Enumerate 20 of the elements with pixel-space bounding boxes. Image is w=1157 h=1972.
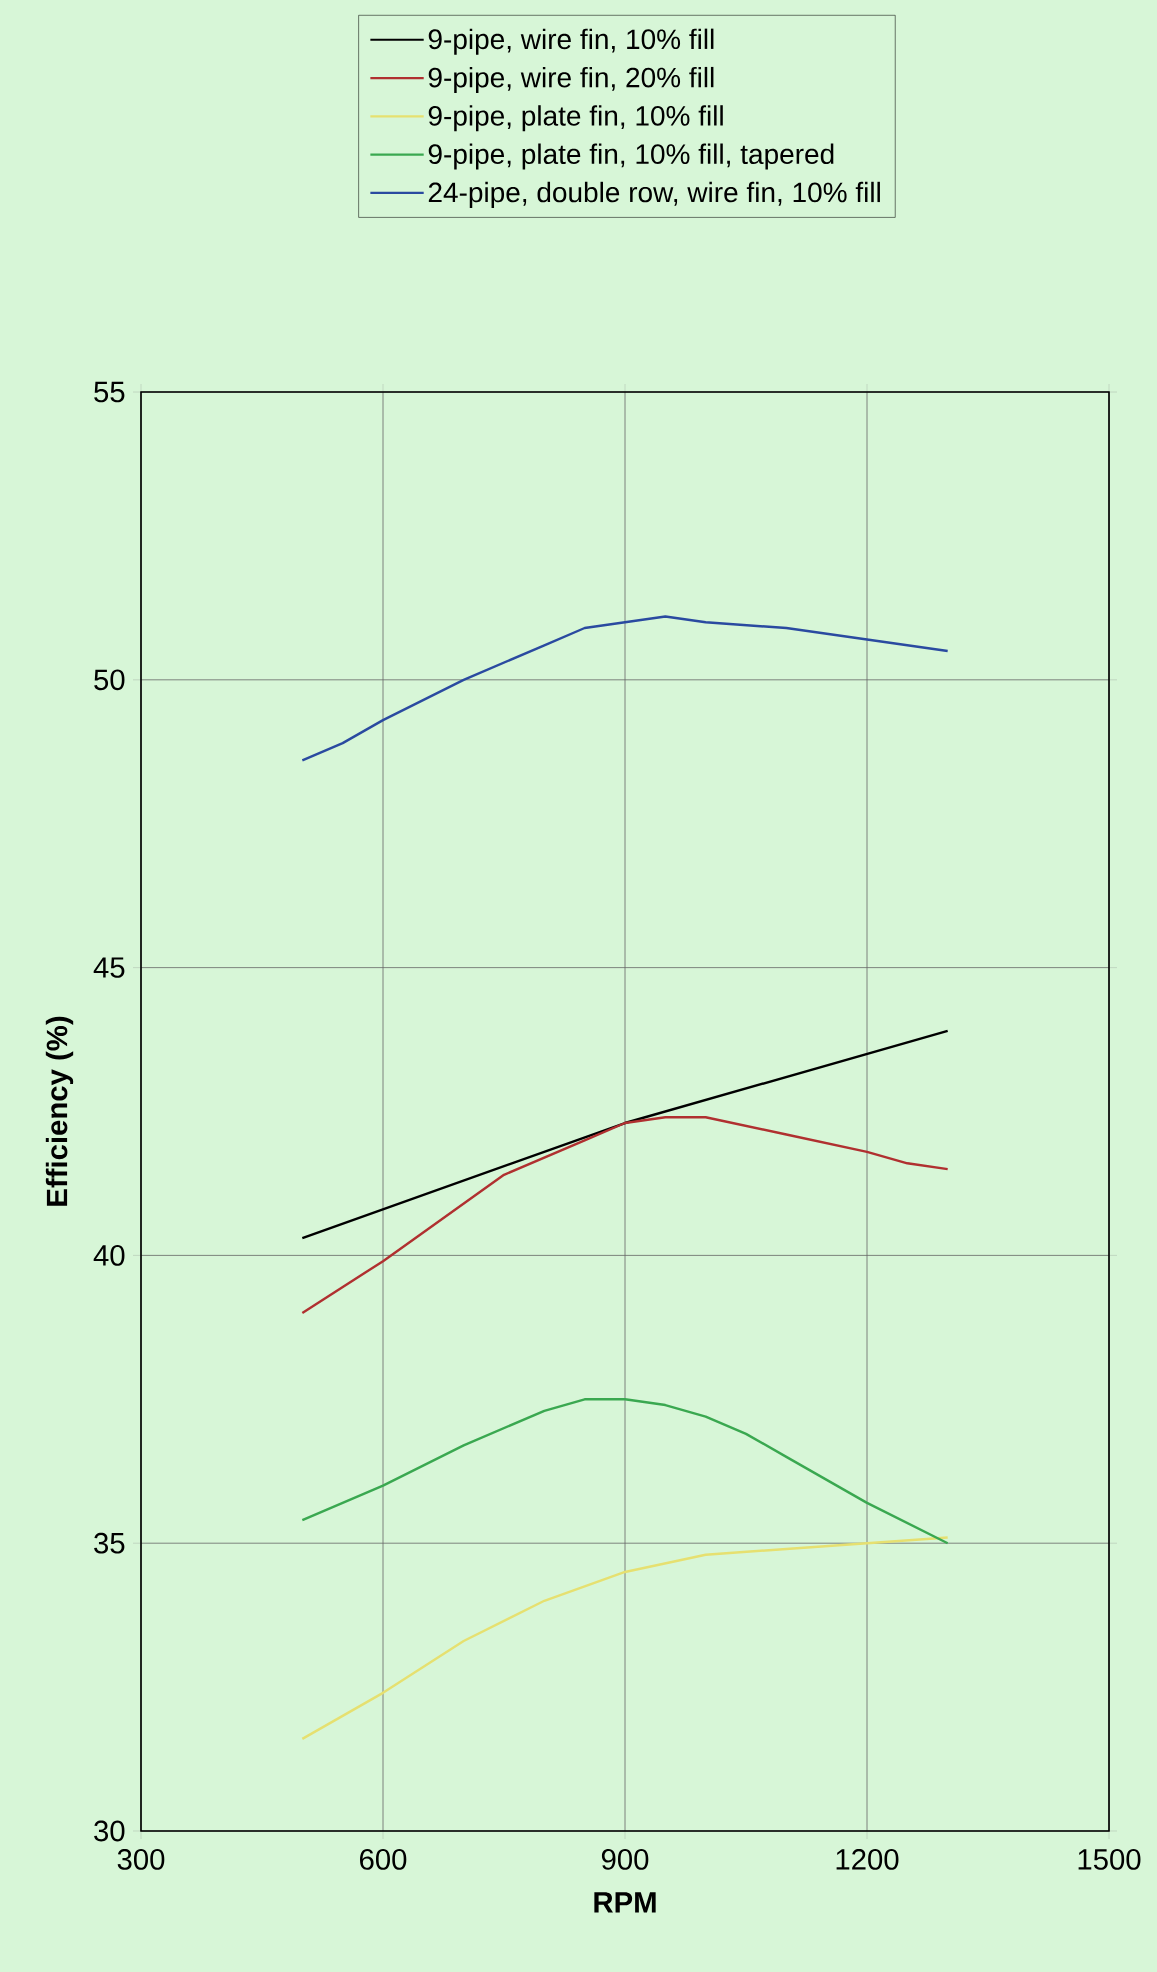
y-tick-label: 40	[93, 1245, 125, 1266]
y-tick-label: 35	[94, 1532, 125, 1554]
y-tick-label: 30	[94, 1820, 125, 1842]
x-tick-label: 600	[360, 1849, 407, 1870]
x-axis-title: RPM	[594, 1892, 656, 1913]
line-series	[301, 1116, 949, 1315]
legend-label: 9-pipe, wire fin, 10% fill	[428, 28, 714, 55]
legend-label: 9-pipe, plate fin, 10% fill, tapered	[428, 143, 834, 170]
x-tick-label: 1500	[1078, 1849, 1141, 1870]
line-series	[301, 1536, 949, 1741]
legend-label: 24-pipe, double row, wire fin, 10% fill	[428, 181, 880, 208]
x-tick-label: 900	[601, 1849, 649, 1870]
y-axis-title: Efficiency (%)	[45, 1016, 74, 1206]
legend-label: 9-pipe, plate fin, 10% fill	[428, 105, 723, 132]
y-tick-label: 55	[94, 381, 125, 403]
y-tick-label: 50	[94, 669, 125, 691]
x-tick-label: 300	[117, 1849, 165, 1870]
legend-label: 9-pipe, wire fin, 20% fill	[428, 66, 714, 94]
x-tick-label: 1200	[836, 1849, 899, 1870]
y-tick-label: 45	[93, 957, 125, 978]
